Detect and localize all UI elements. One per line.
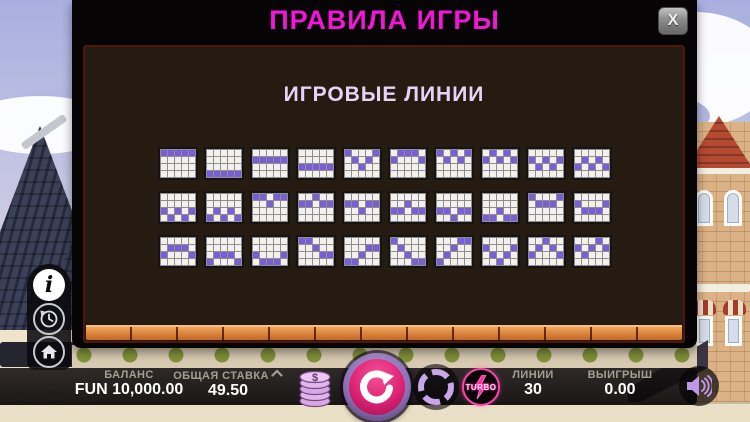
balance-value: FUN 10,000.00 (74, 381, 184, 399)
payline-grid (434, 235, 474, 268)
payline-grid (296, 235, 336, 268)
turbo-label: TURBO (465, 383, 497, 392)
balance-label: БАЛАНС (104, 369, 154, 381)
dollar-glyph: $ (312, 372, 318, 384)
payline-grid (434, 191, 474, 224)
payline-grid (434, 147, 474, 180)
total-bet-label: ОБЩАЯ СТАВКА (166, 369, 290, 382)
win-display: ВЫИГРЫШ 0.00 (573, 369, 667, 399)
payline-grid (572, 235, 612, 268)
home-icon (41, 345, 57, 359)
info-icon: i (44, 272, 54, 298)
turbo-button[interactable]: TURBO (462, 368, 500, 406)
payline-grid (526, 235, 566, 268)
payline-grid (342, 147, 382, 180)
payline-grid (480, 147, 520, 180)
bet-coins-button[interactable]: $ (294, 364, 336, 408)
close-button[interactable]: X (658, 7, 688, 35)
payline-grid (526, 191, 566, 224)
home-button[interactable] (33, 336, 65, 368)
win-label: ВЫИГРЫШ (587, 369, 653, 381)
payline-grid (526, 147, 566, 180)
coins-icon: $ (299, 370, 331, 408)
spin-arrow-icon (360, 370, 394, 404)
info-button[interactable]: i (33, 269, 65, 301)
payline-grid (388, 147, 428, 180)
history-button[interactable] (33, 303, 65, 335)
right-house-window-3 (696, 316, 713, 346)
lines-label: ЛИНИИ (512, 369, 554, 381)
right-house-awning-2 (723, 300, 746, 315)
payline-grid (204, 147, 244, 180)
paylines-heading: ИГРОВЫЕ ЛИНИИ (283, 83, 485, 106)
payline-grid (572, 191, 612, 224)
history-clock-icon (40, 310, 58, 328)
payline-grid (342, 191, 382, 224)
paylines-grid (158, 147, 612, 268)
brick-border (86, 325, 682, 340)
total-bet-value: 49.50 (207, 382, 249, 400)
payline-grid (388, 235, 428, 268)
rules-panel: ИГРОВЫЕ ЛИНИИ (83, 45, 685, 343)
spin-button-face (349, 359, 405, 415)
autoplay-button[interactable] (413, 364, 459, 410)
lines-value: 30 (524, 381, 542, 399)
payline-grid (158, 191, 198, 224)
payline-grid (158, 147, 198, 180)
right-house-window-4 (725, 316, 742, 346)
payline-grid (250, 191, 290, 224)
payline-grid (204, 191, 244, 224)
win-value: 0.00 (604, 381, 636, 399)
rules-title: ПРАВИЛА ИГРЫ (269, 5, 500, 35)
lines-display: ЛИНИИ 30 (493, 369, 573, 399)
sound-button[interactable] (679, 366, 719, 406)
payline-grid (342, 235, 382, 268)
payline-grid (572, 147, 612, 180)
payline-grid (250, 235, 290, 268)
autoplay-ring-icon (418, 369, 454, 405)
total-bet-display[interactable]: ОБЩАЯ СТАВКА 49.50 (166, 369, 290, 400)
right-house-window-2 (724, 190, 742, 226)
right-house-band (688, 284, 750, 292)
right-house-fascia (683, 168, 750, 174)
payline-grid (204, 235, 244, 268)
payline-grid (250, 147, 290, 180)
spin-button[interactable] (343, 353, 411, 421)
payline-grid (480, 235, 520, 268)
balance-display: БАЛАНС FUN 10,000.00 (58, 369, 200, 399)
sidebar-menu: i (27, 264, 71, 370)
rules-modal: ПРАВИЛА ИГРЫ X ИГРОВЫЕ ЛИНИИ (72, 0, 697, 348)
speaker-icon (687, 375, 712, 397)
payline-grid (480, 191, 520, 224)
payline-grid (158, 235, 198, 268)
payline-grid (296, 147, 336, 180)
right-house-awning-1 (693, 300, 716, 315)
payline-grid (296, 191, 336, 224)
right-house-window-1 (695, 190, 713, 226)
turbo-bolt-icon (473, 375, 489, 399)
payline-grid (388, 191, 428, 224)
bet-chevron-up-icon[interactable] (271, 369, 283, 377)
